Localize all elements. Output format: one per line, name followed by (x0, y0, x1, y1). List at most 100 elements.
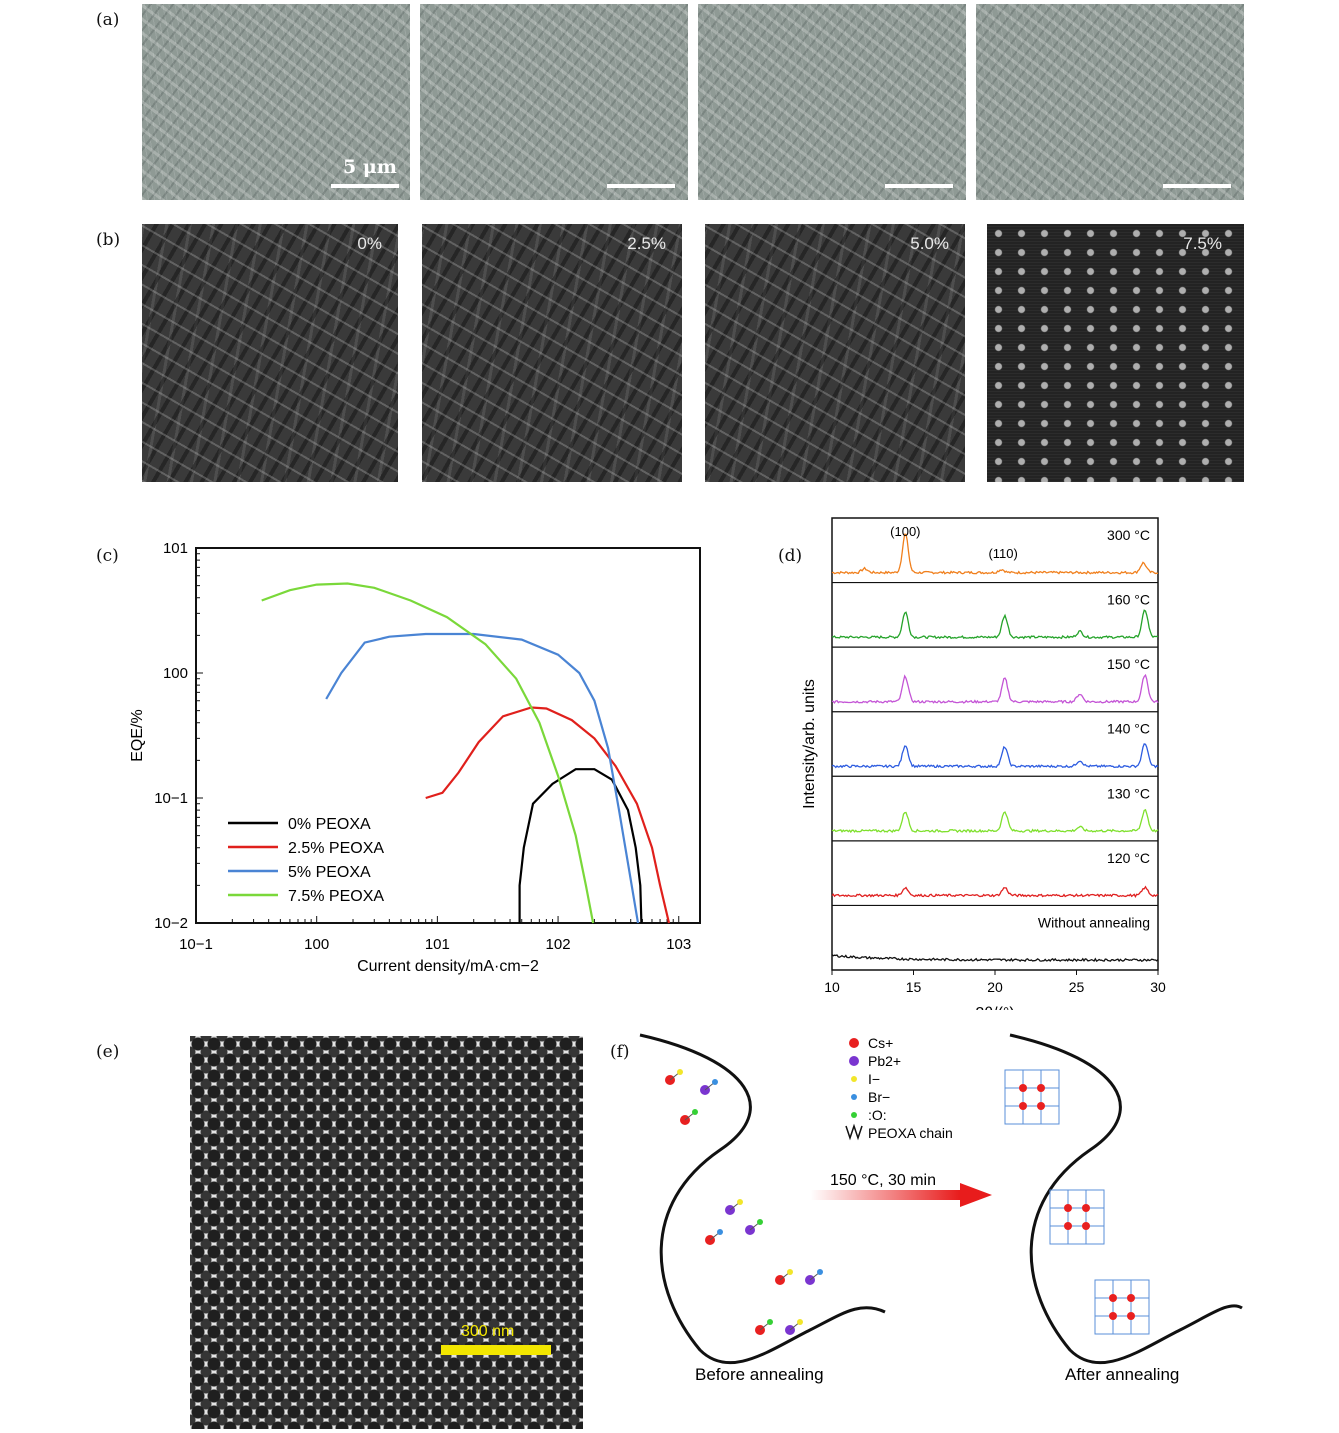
chain-icon (845, 1123, 863, 1141)
after-label: After annealing (1065, 1365, 1179, 1384)
temperature-label: Without annealing (1038, 914, 1150, 930)
peoxa-chain-after (1009, 1033, 1243, 1365)
legend-label: I− (868, 1071, 880, 1087)
series-line (261, 582, 595, 924)
cs-atom (1019, 1102, 1027, 1110)
y-tick-label: 10−1 (154, 790, 188, 807)
x-tick-label: 100 (304, 936, 329, 953)
tem-image: 300 nm (190, 1036, 583, 1429)
x-tick-label: 103 (666, 936, 691, 953)
peak-label: (100) (890, 524, 920, 539)
atom (717, 1229, 723, 1235)
panel-label-b: (b) (96, 230, 121, 250)
sem-image-b2: 2.5% (422, 224, 682, 482)
sem-image-b1: 0% (142, 224, 398, 482)
series-line (325, 632, 640, 924)
plot-frame (831, 517, 1159, 971)
legend-label: 0% PEOXA (288, 816, 371, 833)
cs-atom (1082, 1222, 1090, 1230)
y-tick-label: 100 (163, 665, 188, 682)
scale-bar (885, 184, 953, 188)
x-tick-label: 102 (546, 936, 571, 953)
tem-scale-label: 300 nm (461, 1323, 515, 1340)
atom (677, 1069, 683, 1075)
legend-label: 5% PEOXA (288, 864, 371, 881)
cs-atom (1037, 1102, 1045, 1110)
atom (817, 1269, 823, 1275)
legend-label: 2.5% PEOXA (288, 840, 384, 857)
series-line (518, 768, 643, 924)
panel-label-e: (e) (96, 1042, 120, 1062)
legend-label: Br− (868, 1089, 890, 1105)
legend-marker (851, 1076, 857, 1082)
temperature-label: 120 °C (1107, 850, 1150, 866)
sem-image-a2 (420, 4, 688, 200)
xrd-chart: 10 15 20 25 30 2θ/(°) Intensity/arb. units 300 … (801, 517, 1166, 1010)
series-line (425, 706, 671, 924)
x-tick-label: 10 (824, 979, 840, 995)
panel-label-f: (f) (610, 1042, 630, 1062)
cs-atom (1109, 1294, 1117, 1302)
concentration-label: 7.5% (1183, 234, 1222, 253)
atom (787, 1269, 793, 1275)
arrow-head (960, 1183, 992, 1207)
panel-label-c: (c) (96, 546, 119, 566)
cs-atom (1064, 1204, 1072, 1212)
legend-marker (851, 1112, 857, 1118)
tem-scale-bar (441, 1345, 551, 1355)
temperature-label: 150 °C (1107, 656, 1150, 672)
atom (712, 1079, 718, 1085)
x-tick-label: 25 (1069, 979, 1085, 995)
xrd-trace (831, 609, 1159, 640)
scale-bar (1163, 184, 1231, 188)
annealing-arrow (810, 1190, 960, 1200)
peoxa-chain-before (639, 1033, 886, 1365)
xrd-trace (831, 533, 1159, 575)
cs-atom (1109, 1312, 1117, 1320)
legend-marker (849, 1056, 859, 1066)
xrd-trace (831, 743, 1159, 769)
arrow-label: 150 °C, 30 min (830, 1172, 936, 1189)
y-axis-label: Intensity/arb. units (801, 679, 818, 809)
legend-label: PEOXA chain (868, 1125, 953, 1141)
cs-atom (1037, 1084, 1045, 1092)
scale-bar-label: 5 μm (343, 156, 397, 178)
temperature-label: 140 °C (1107, 721, 1150, 737)
sem-image-a1: 5 μm (142, 4, 410, 200)
x-axis-label: Current density/mA·cm−2 (357, 958, 539, 975)
x-tick-label: 15 (906, 979, 922, 995)
cs-atom (1019, 1084, 1027, 1092)
legend-label: :O: (868, 1107, 887, 1123)
temperature-label: 160 °C (1107, 592, 1150, 608)
sem-image-b3: 5.0% (705, 224, 965, 482)
sem-image-a4 (976, 4, 1244, 200)
temperature-label: 300 °C (1107, 527, 1150, 543)
cs-atom (1082, 1204, 1090, 1212)
y-axis-label: EQE/% (129, 709, 146, 761)
legend-label: 7.5% PEOXA (288, 888, 384, 905)
cs-atom (1064, 1222, 1072, 1230)
legend-marker (849, 1038, 859, 1048)
cs-atom (1127, 1294, 1135, 1302)
atom (692, 1109, 698, 1115)
scale-bar (331, 184, 399, 188)
xrd-trace (831, 673, 1159, 705)
plot-frame (195, 547, 701, 924)
y-tick-label: 101 (163, 540, 188, 557)
lattice-cell (1130, 1315, 1150, 1335)
atom (767, 1319, 773, 1325)
legend-label: Pb2+ (868, 1053, 901, 1069)
scale-bar (607, 184, 675, 188)
before-label: Before annealing (695, 1365, 824, 1384)
legend-marker (851, 1094, 857, 1100)
concentration-label: 5.0% (910, 234, 949, 253)
atom (757, 1219, 763, 1225)
panel-label-d: (d) (778, 546, 803, 566)
atom (737, 1199, 743, 1205)
cs-atom (1127, 1312, 1135, 1320)
x-axis-label: 2θ/(°) (975, 1005, 1014, 1010)
x-tick-label: 30 (1150, 979, 1166, 995)
lattice-cell (1040, 1105, 1060, 1125)
lattice-cell (1085, 1225, 1105, 1245)
sem-image-b4: 7.5% (987, 224, 1244, 482)
